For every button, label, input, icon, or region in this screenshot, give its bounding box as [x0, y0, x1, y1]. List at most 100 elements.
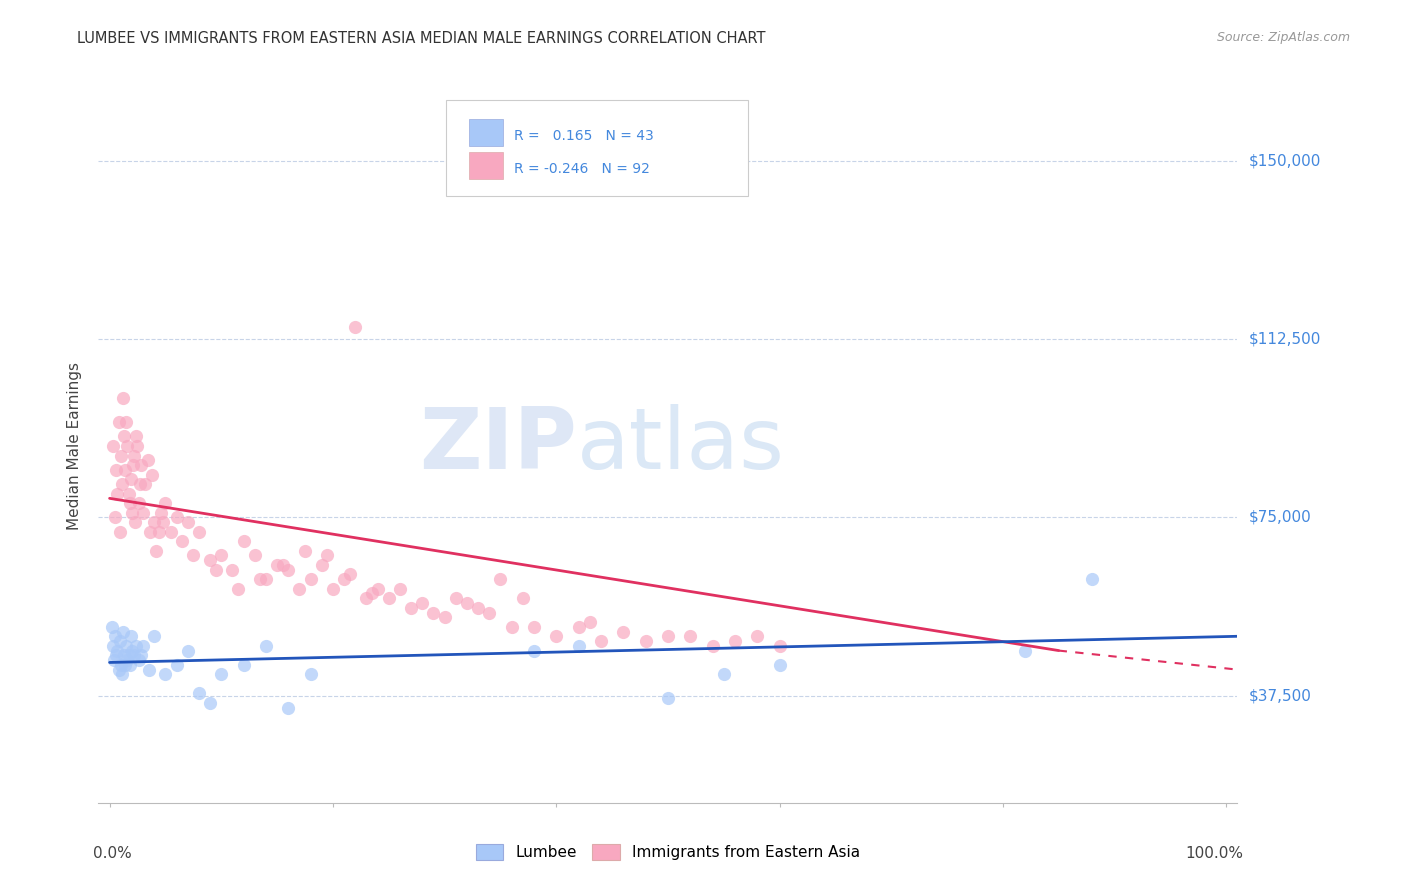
- Point: [567, 639, 589, 653]
- Point: [512, 591, 534, 606]
- Point: [288, 582, 311, 596]
- Point: [589, 634, 612, 648]
- Point: [132, 639, 155, 653]
- Point: [117, 486, 139, 500]
- Point: [578, 615, 600, 629]
- Point: [118, 657, 141, 672]
- Point: [160, 524, 183, 539]
- Text: 100.0%: 100.0%: [1185, 846, 1243, 861]
- Point: [111, 624, 134, 639]
- Point: [101, 439, 124, 453]
- Point: [209, 549, 232, 563]
- Point: [145, 543, 167, 558]
- Point: [183, 549, 205, 563]
- Text: ZIP: ZIP: [419, 404, 576, 488]
- Point: [177, 515, 200, 529]
- Text: LUMBEE VS IMMIGRANTS FROM EASTERN ASIA MEDIAN MALE EARNINGS CORRELATION CHART: LUMBEE VS IMMIGRANTS FROM EASTERN ASIA M…: [77, 31, 766, 46]
- Point: [254, 639, 277, 653]
- Point: [747, 629, 769, 643]
- Point: [367, 582, 389, 596]
- Point: [724, 634, 747, 648]
- Legend: Lumbee, Immigrants from Eastern Asia: Lumbee, Immigrants from Eastern Asia: [470, 838, 866, 866]
- Point: [125, 429, 148, 443]
- Point: [110, 449, 132, 463]
- Point: [311, 558, 333, 572]
- Point: [166, 510, 188, 524]
- Point: [107, 486, 129, 500]
- Point: [333, 572, 356, 586]
- Point: [377, 591, 399, 606]
- Point: [122, 648, 145, 663]
- Point: [489, 572, 512, 586]
- Point: [433, 610, 456, 624]
- FancyBboxPatch shape: [468, 153, 503, 179]
- Point: [127, 439, 149, 453]
- Point: [101, 639, 124, 653]
- Point: [361, 586, 384, 600]
- Point: [612, 624, 634, 639]
- Point: [198, 696, 221, 710]
- Point: [567, 620, 589, 634]
- Text: $75,000: $75,000: [1249, 510, 1312, 524]
- Point: [277, 700, 299, 714]
- Point: [356, 591, 378, 606]
- Point: [115, 639, 138, 653]
- Point: [299, 572, 322, 586]
- Point: [444, 591, 467, 606]
- Point: [122, 449, 145, 463]
- Y-axis label: Median Male Earnings: Median Male Earnings: [67, 362, 83, 530]
- Point: [271, 558, 294, 572]
- Point: [254, 572, 277, 586]
- Point: [112, 648, 135, 663]
- Point: [266, 558, 288, 572]
- Point: [143, 629, 166, 643]
- Point: [114, 657, 136, 672]
- Point: [117, 439, 139, 453]
- Point: [111, 392, 134, 406]
- Text: R =   0.165   N = 43: R = 0.165 N = 43: [515, 128, 654, 143]
- Point: [316, 549, 339, 563]
- Point: [768, 639, 790, 653]
- Text: R = -0.246   N = 92: R = -0.246 N = 92: [515, 162, 650, 177]
- Point: [702, 639, 724, 653]
- Point: [105, 648, 128, 663]
- Point: [105, 463, 128, 477]
- Point: [117, 653, 139, 667]
- Point: [299, 667, 322, 681]
- Point: [388, 582, 411, 596]
- Point: [155, 496, 177, 510]
- Point: [132, 506, 155, 520]
- Point: [103, 653, 125, 667]
- Point: [634, 634, 657, 648]
- Text: $112,500: $112,500: [1249, 332, 1320, 346]
- Point: [115, 415, 138, 429]
- Point: [129, 648, 152, 663]
- Point: [110, 657, 132, 672]
- Point: [101, 620, 124, 634]
- Point: [121, 643, 143, 657]
- Point: [679, 629, 702, 643]
- Point: [107, 663, 129, 677]
- Point: [120, 472, 142, 486]
- Point: [249, 572, 271, 586]
- Point: [128, 477, 150, 491]
- Point: [657, 629, 679, 643]
- Text: $150,000: $150,000: [1249, 153, 1320, 168]
- Point: [124, 515, 146, 529]
- Point: [104, 510, 127, 524]
- Point: [108, 524, 131, 539]
- Point: [456, 596, 478, 610]
- Point: [209, 667, 232, 681]
- Point: [204, 563, 226, 577]
- FancyBboxPatch shape: [446, 100, 748, 196]
- Point: [122, 458, 145, 472]
- Point: [143, 515, 166, 529]
- Point: [344, 320, 367, 334]
- Point: [501, 620, 523, 634]
- Point: [141, 467, 163, 482]
- Point: [339, 567, 361, 582]
- Point: [277, 563, 299, 577]
- Point: [107, 643, 129, 657]
- Point: [713, 667, 735, 681]
- Point: [121, 506, 143, 520]
